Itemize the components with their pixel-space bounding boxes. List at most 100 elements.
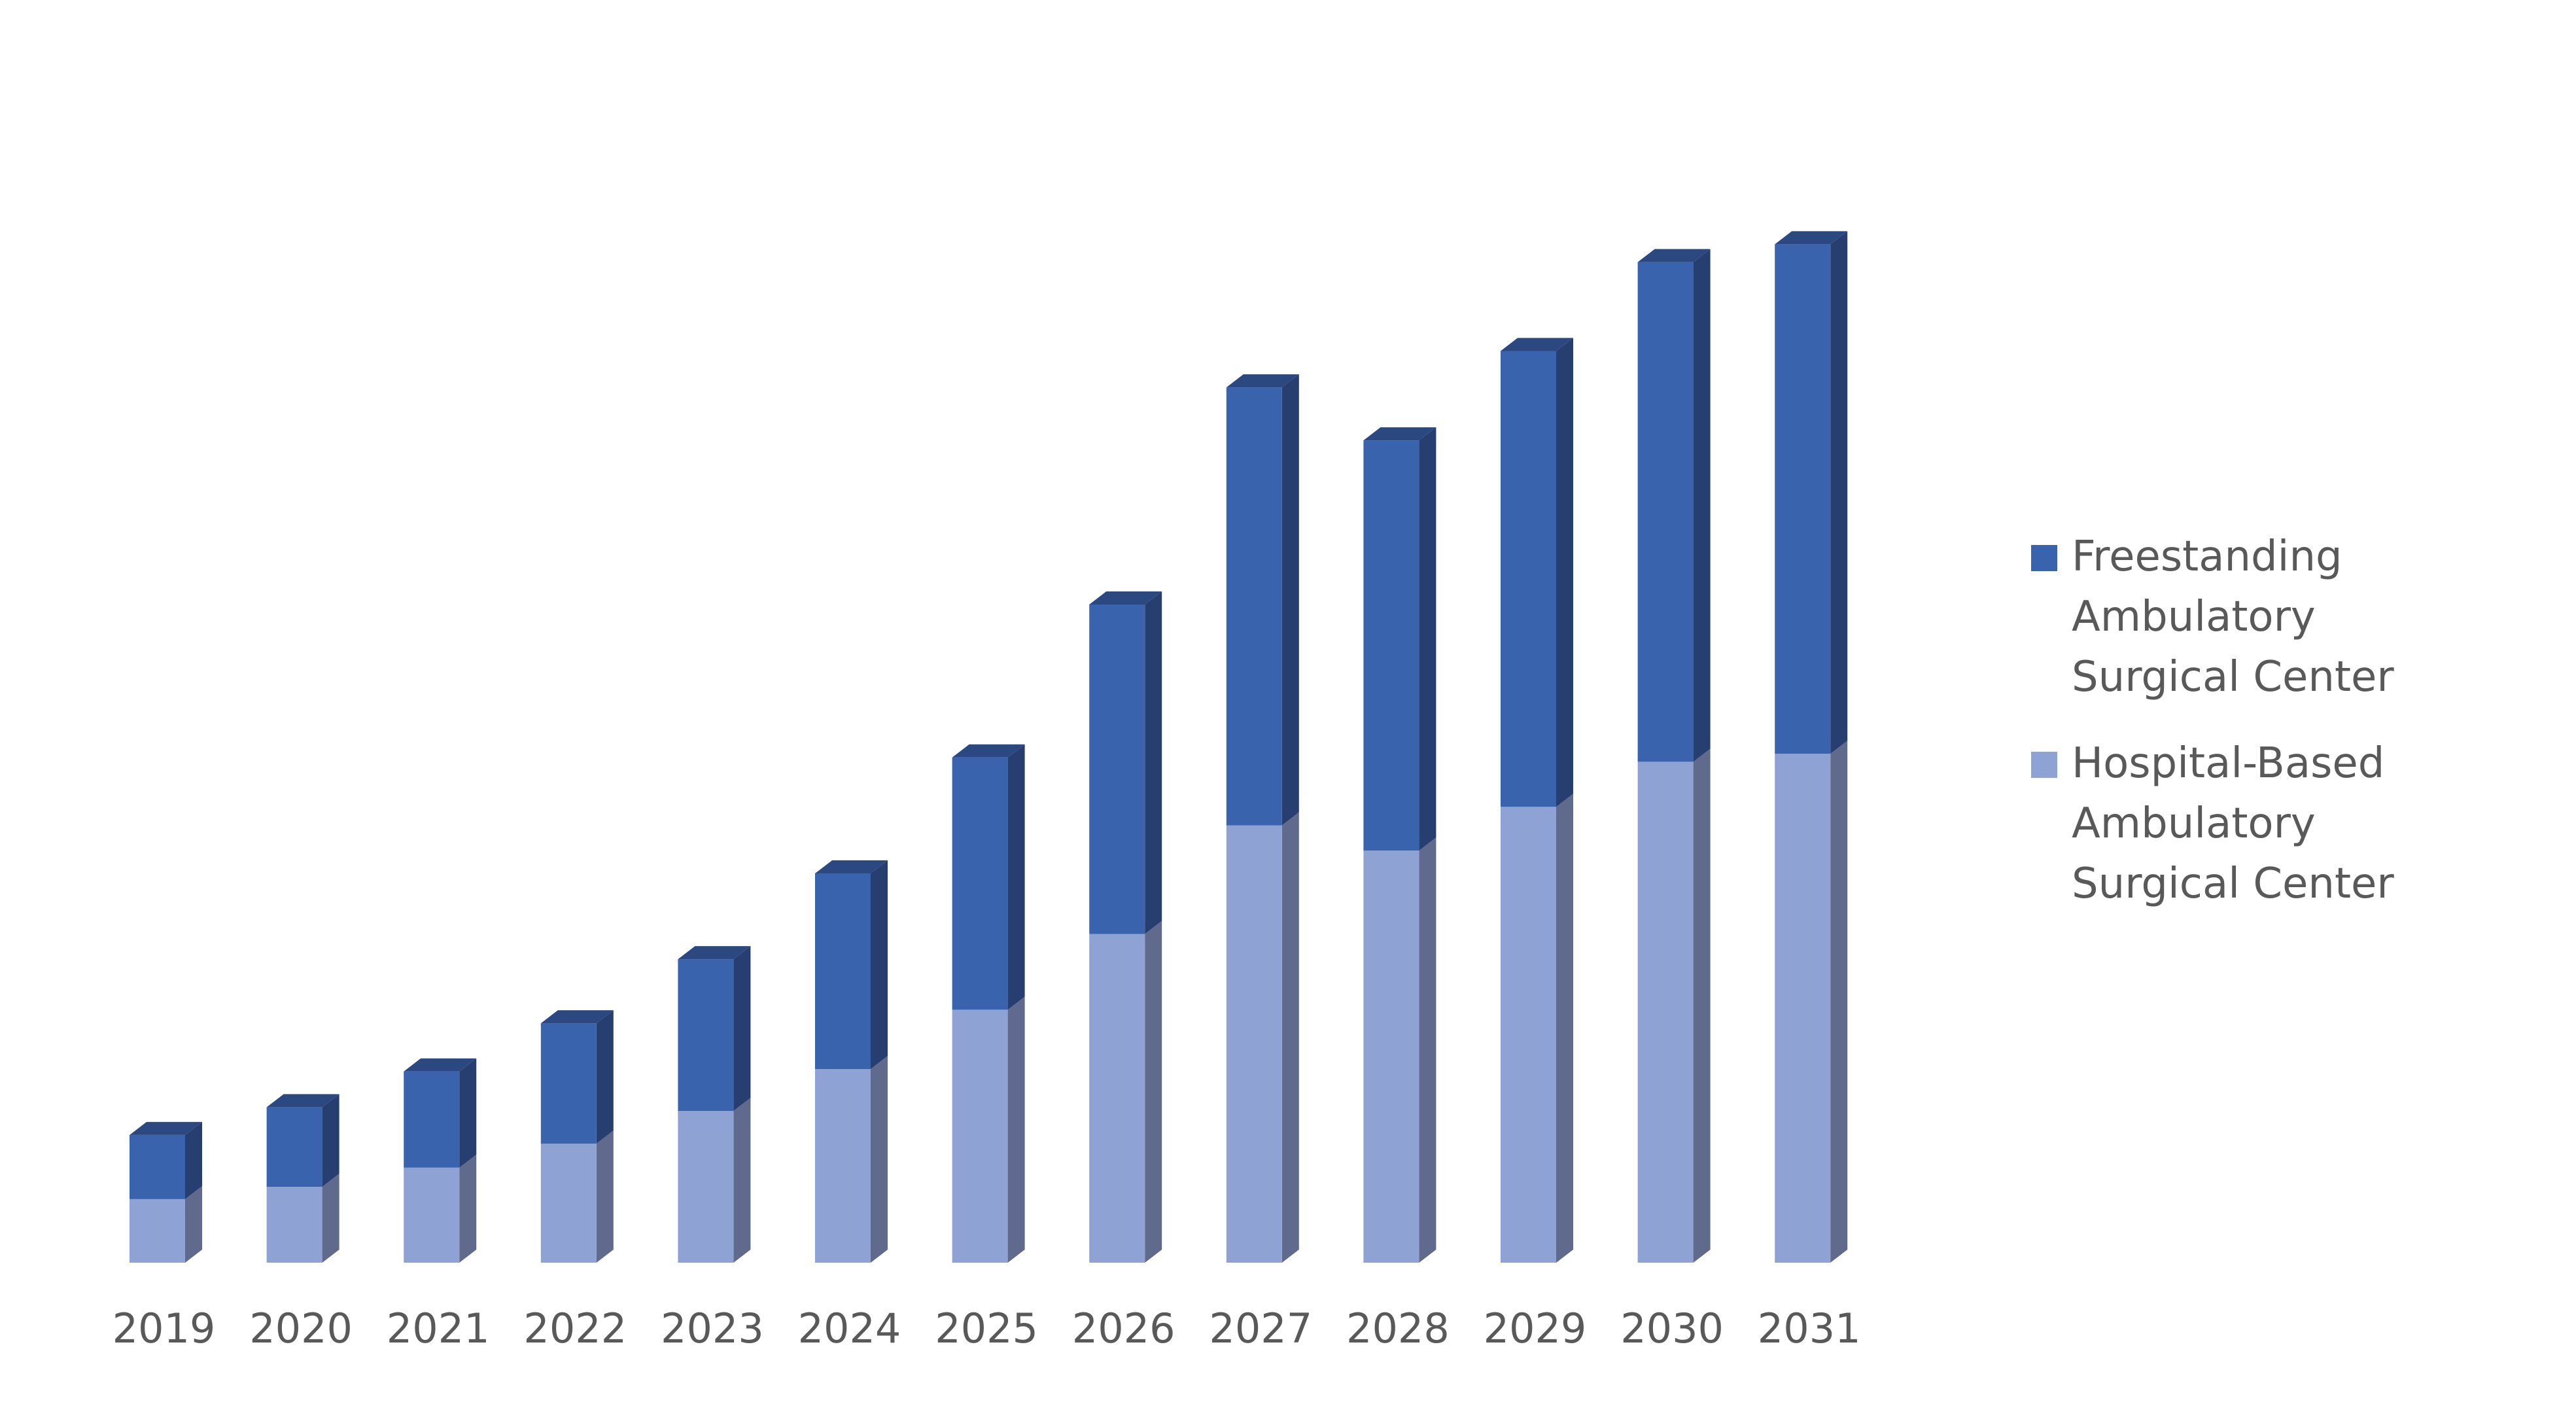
- bar-group-2019: [130, 1121, 202, 1263]
- bar-top-2031: [1775, 231, 1848, 245]
- bar-group-2020: [266, 1094, 339, 1263]
- bar-freestanding-2022: [540, 1023, 597, 1144]
- bar-hospital-based-2031: [1775, 754, 1831, 1263]
- bar-hospital-based-2030: [1637, 762, 1694, 1263]
- bar-hospital-based-2021: [404, 1167, 460, 1263]
- bar-side-hospital-based-2023: [733, 1098, 751, 1263]
- bar-top-2025: [952, 744, 1025, 758]
- x-tick-label-2020: 2020: [249, 1305, 353, 1352]
- x-axis-tick-labels: 2019 2020 2021 2022 2023 2024 2025 2026 2027 2028…: [113, 1305, 1861, 1352]
- bars-layer: [130, 231, 1848, 1263]
- bar-hospital-based-2019: [130, 1199, 185, 1263]
- bar-side-freestanding-2028: [1419, 427, 1436, 851]
- bar-top-2028: [1363, 427, 1436, 441]
- bar-group-2028: [1363, 427, 1436, 1263]
- bar-top-2019: [130, 1121, 202, 1135]
- bar-freestanding-2026: [1089, 604, 1145, 934]
- x-tick-label-2030: 2030: [1620, 1305, 1724, 1352]
- bar-side-hospital-based-2024: [871, 1055, 888, 1263]
- bar-top-2029: [1501, 338, 1573, 351]
- bar-group-2024: [815, 860, 888, 1263]
- bar-side-freestanding-2025: [1007, 744, 1025, 1010]
- x-tick-label-2027: 2027: [1209, 1305, 1312, 1352]
- x-tick-label-2022: 2022: [523, 1305, 627, 1352]
- bar-side-freestanding-2022: [596, 1010, 614, 1144]
- x-tick-label-2031: 2031: [1758, 1305, 1861, 1352]
- bar-side-hospital-based-2021: [459, 1154, 477, 1263]
- bar-freestanding-2021: [404, 1071, 460, 1168]
- legend-item-hospital-based[interactable]: Hospital-Based Ambulatory Surgical Cente…: [2031, 733, 2567, 914]
- x-tick-label-2028: 2028: [1346, 1305, 1450, 1352]
- bar-group-2029: [1501, 338, 1573, 1263]
- bar-top-2022: [540, 1010, 614, 1024]
- bar-side-hospital-based-2027: [1281, 812, 1299, 1263]
- bar-group-2027: [1226, 374, 1299, 1263]
- bar-top-2021: [404, 1058, 477, 1072]
- bar-freestanding-2031: [1775, 244, 1831, 754]
- bar-top-2024: [815, 860, 888, 874]
- bar-freestanding-2020: [266, 1107, 322, 1187]
- legend-label-freestanding: Freestanding Ambulatory Surgical Center: [2072, 533, 2394, 701]
- bar-side-hospital-based-2028: [1419, 837, 1436, 1263]
- bar-top-2020: [266, 1094, 339, 1108]
- bar-side-freestanding-2026: [1145, 591, 1162, 934]
- bar-freestanding-2027: [1226, 387, 1282, 826]
- bar-group-2031: [1775, 231, 1848, 1263]
- legend-swatch-freestanding: [2031, 545, 2057, 571]
- bar-freestanding-2025: [952, 757, 1008, 1010]
- bar-side-hospital-based-2026: [1145, 921, 1162, 1263]
- bar-freestanding-2029: [1501, 351, 1556, 807]
- bar-side-freestanding-2019: [185, 1121, 202, 1199]
- bar-side-freestanding-2023: [733, 946, 751, 1112]
- x-tick-label-2021: 2021: [387, 1305, 490, 1352]
- x-tick-label-2023: 2023: [661, 1305, 764, 1352]
- bar-freestanding-2024: [815, 873, 871, 1069]
- bar-side-freestanding-2030: [1693, 249, 1711, 762]
- bar-hospital-based-2025: [952, 1009, 1008, 1263]
- bar-hospital-based-2024: [815, 1068, 871, 1263]
- bar-side-hospital-based-2029: [1556, 794, 1573, 1263]
- bar-group-2023: [678, 946, 751, 1263]
- chart-legend: Freestanding Ambulatory Surgical Center …: [2031, 527, 2567, 940]
- bar-group-2026: [1089, 591, 1162, 1263]
- bar-side-hospital-based-2031: [1830, 741, 1848, 1263]
- bar-freestanding-2030: [1637, 262, 1694, 762]
- bar-side-freestanding-2020: [322, 1094, 339, 1187]
- x-tick-label-2029: 2029: [1484, 1305, 1587, 1352]
- legend-item-freestanding[interactable]: Freestanding Ambulatory Surgical Center: [2031, 527, 2567, 707]
- x-tick-label-2024: 2024: [798, 1305, 901, 1352]
- bar-group-2030: [1637, 249, 1711, 1263]
- legend-swatch-hospital-based: [2031, 752, 2057, 778]
- bar-group-2022: [540, 1010, 614, 1263]
- bar-hospital-based-2029: [1501, 807, 1556, 1263]
- bar-top-2027: [1226, 374, 1299, 388]
- bar-freestanding-2019: [130, 1134, 185, 1199]
- bar-side-freestanding-2031: [1830, 231, 1848, 754]
- bar-freestanding-2028: [1363, 440, 1419, 851]
- bar-hospital-based-2020: [266, 1187, 322, 1263]
- bar-top-2030: [1637, 249, 1711, 262]
- bar-side-hospital-based-2022: [596, 1131, 614, 1263]
- bar-side-hospital-based-2019: [185, 1185, 202, 1263]
- bar-hospital-based-2027: [1226, 825, 1282, 1263]
- x-tick-label-2019: 2019: [113, 1305, 216, 1352]
- legend-label-hospital-based: Hospital-Based Ambulatory Surgical Cente…: [2072, 739, 2394, 908]
- bar-side-freestanding-2021: [459, 1058, 477, 1168]
- bar-side-freestanding-2029: [1556, 338, 1573, 807]
- bar-side-hospital-based-2020: [322, 1174, 339, 1263]
- bar-side-hospital-based-2025: [1007, 996, 1025, 1263]
- bar-hospital-based-2022: [540, 1144, 597, 1263]
- x-tick-label-2026: 2026: [1072, 1305, 1175, 1352]
- bar-top-2023: [678, 946, 751, 960]
- bar-side-hospital-based-2030: [1693, 748, 1711, 1263]
- bar-top-2026: [1089, 591, 1162, 605]
- bar-hospital-based-2026: [1089, 934, 1145, 1263]
- bar-group-2021: [404, 1058, 477, 1263]
- bar-side-freestanding-2024: [871, 860, 888, 1069]
- bar-hospital-based-2023: [678, 1111, 734, 1263]
- bar-side-freestanding-2027: [1281, 374, 1299, 826]
- x-tick-label-2025: 2025: [935, 1305, 1038, 1352]
- bar-group-2025: [952, 744, 1025, 1263]
- bar-hospital-based-2028: [1363, 851, 1419, 1263]
